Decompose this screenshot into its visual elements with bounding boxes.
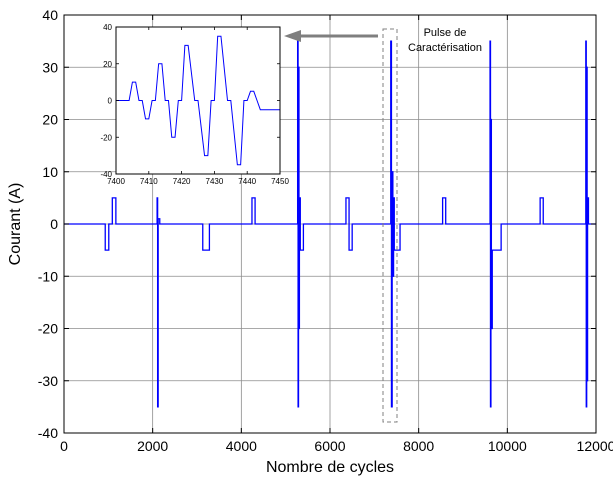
inset-ticks <box>115 26 281 175</box>
x-tick-label: 8000 <box>403 438 434 454</box>
y-tick-label: 10 <box>42 164 58 180</box>
inset-x-tick-label: 7430 <box>206 177 224 186</box>
inset-series <box>116 35 280 166</box>
pulse-highlight-box <box>382 28 398 423</box>
x-tick-label: 0 <box>60 438 68 454</box>
inset-x-tick-label: 7420 <box>173 177 191 186</box>
x-tick-label: 4000 <box>226 438 257 454</box>
inset-x-tick-label: 7440 <box>238 177 256 186</box>
inset-x-tick-label: 7450 <box>271 177 289 186</box>
current-series-line <box>64 40 596 408</box>
annotation-label-line1: Pulse de <box>424 27 467 39</box>
inset-x-tick-label: 7410 <box>140 177 158 186</box>
annotation-arrow-head <box>284 30 301 42</box>
inset-y-tick-label: -20 <box>100 133 112 142</box>
inset-y-tick-label: 40 <box>103 23 112 32</box>
x-tick-label: 10000 <box>488 438 527 454</box>
y-tick-label: 40 <box>42 7 58 23</box>
y-tick-label: -30 <box>38 373 58 389</box>
y-tick-label: -20 <box>38 321 58 337</box>
main-tick-labels: 0 2000 4000 6000 8000 10000 12000 -40 -30 -20 -10 0… <box>38 7 613 454</box>
y-axis-title: Courant (A) <box>7 183 24 266</box>
y-tick-label: 20 <box>42 112 58 128</box>
y-tick-label: 0 <box>50 216 58 232</box>
inset-series-line <box>116 35 280 166</box>
inset-tick-labels: 7400 7410 7420 7430 7440 7450 -40 -20 0 20 40 <box>100 23 289 186</box>
inset-x-tick-label: 7400 <box>107 177 125 186</box>
main-ticks <box>63 14 597 434</box>
x-axis-title: Nombre de cycles <box>266 459 394 476</box>
inset-y-tick-label: -40 <box>100 170 112 179</box>
y-tick-label: 30 <box>42 59 58 75</box>
x-tick-label: 6000 <box>314 438 345 454</box>
annotation-label-line2: Caractérisation <box>408 42 482 54</box>
inset-y-tick-label: 0 <box>108 97 113 106</box>
y-tick-label: -40 <box>38 425 58 441</box>
x-tick-label: 2000 <box>137 438 168 454</box>
x-tick-label: 12000 <box>577 438 613 454</box>
inset-y-tick-label: 20 <box>103 60 112 69</box>
y-tick-label: -10 <box>38 268 58 284</box>
main-series <box>64 40 596 408</box>
